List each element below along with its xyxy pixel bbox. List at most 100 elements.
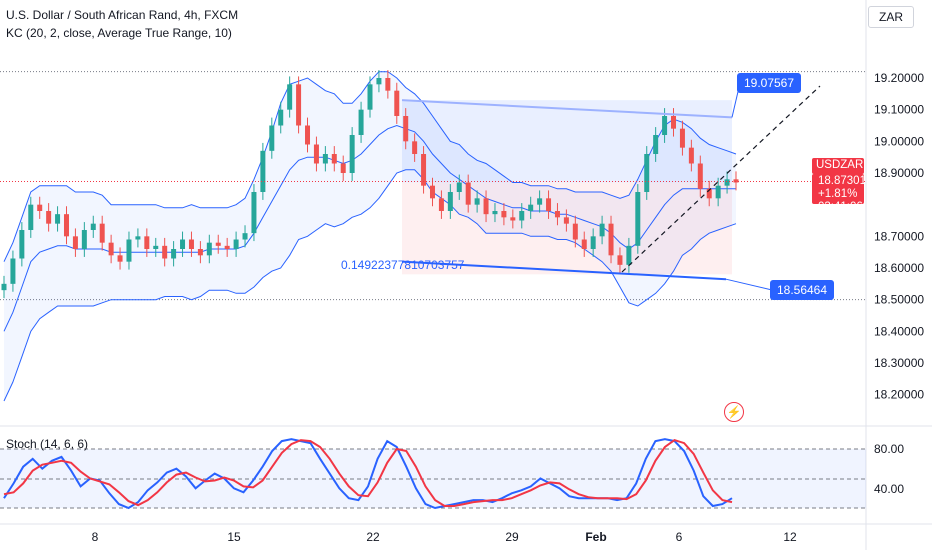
chart-title: U.S. Dollar / South African Rand, 4h, FX… [6,8,239,22]
candle-body [599,223,605,237]
candle-body [331,154,337,164]
candle-body [72,236,78,249]
candle-body [269,125,275,151]
stoch-label: Stoch (14, 6, 6) [6,437,89,451]
time-tick-label: 15 [227,530,241,544]
currency-selector[interactable]: ZAR [868,6,914,28]
price-tick-label: 19.10000 [874,103,924,117]
dashed-trend-line [621,85,821,273]
candle-body [715,185,721,199]
candle-body [358,109,364,135]
candle-body [90,223,96,230]
price-tick-label: 18.20000 [874,388,924,402]
candle-body [438,198,444,211]
candle-body [483,198,489,215]
candle-body [474,198,480,205]
time-tick-label: 29 [505,530,519,544]
candle-body [215,242,221,246]
candle-body [501,211,507,218]
candle-body [19,230,25,259]
candle-body [376,78,382,85]
time-tick-label: 8 [92,530,99,544]
price-tick-label: 19.20000 [874,71,924,85]
candle-body [46,211,52,224]
candle-body [394,90,400,116]
candle-body [546,198,552,211]
candle-body [260,150,266,192]
candle-body [447,192,453,211]
candle-body [242,233,248,240]
time-tick-label: 22 [366,530,380,544]
candle-body [590,236,596,249]
stop-zone [402,182,732,275]
candle-body [367,84,373,110]
candle-body [162,245,168,259]
candle-body [99,223,105,243]
candle-body [456,182,462,192]
stoch-tick-label: 40.00 [874,482,904,496]
candle-body [251,192,257,234]
candle-body [144,236,150,249]
candle-body [563,217,569,224]
candle-body [349,135,355,173]
candle-body [492,211,498,215]
time-tick-label: 12 [783,530,797,544]
price-change: +1.81% [818,188,858,200]
candle-body [81,230,87,249]
keltner-middle [3,124,736,332]
candle-body [296,84,302,126]
candle-body [305,125,311,145]
candle-body [233,239,239,249]
symbol-tag: USDZAR [812,158,864,174]
candle-body [188,239,194,249]
candle-body [635,192,641,246]
candle-body [1,283,7,291]
candle-body [528,204,534,211]
candle-body [28,204,34,230]
candle-body [626,245,632,265]
candle-body [55,214,61,224]
time-tick-label: 6 [676,530,683,544]
stoch-tick-label: 80.00 [874,442,904,456]
price-tick-label: 18.30000 [874,356,924,370]
candle-body [519,211,525,221]
stoch-d-line [3,438,733,507]
candle-body [510,217,516,221]
channel-lower-line [401,260,727,281]
range-value-label: 0.14922377810703757 [341,258,465,272]
lower-price-label: 18.56464 [770,280,834,300]
candle-body [117,255,123,262]
candle-body [688,147,694,164]
candle-body [135,236,141,240]
candle-body [10,258,16,284]
candle-body [581,239,587,249]
keltner-band-fill [4,71,736,401]
candle-body [644,154,650,192]
candle-body [385,78,391,91]
indicator-label: KC (20, 2, close, Average True Range, 10… [6,26,232,40]
upper-price-label: 19.07567 [737,73,801,93]
candle-body [180,239,186,249]
candle-body [724,179,730,186]
candle-body [733,179,739,183]
price-tick-label: 19.00000 [874,134,924,148]
lightning-icon[interactable]: ⚡ [724,402,744,422]
candle-body [572,223,578,240]
price-tick-label: 18.90000 [874,166,924,180]
channel-upper-line [401,99,733,119]
candle-body [403,116,409,142]
time-tick-label: Feb [585,530,606,544]
candle-body [662,116,668,135]
candle-body [554,211,560,218]
candle-body [671,116,677,129]
candle-body [617,255,623,265]
candle-body [153,245,159,249]
candle-body [608,223,614,256]
last-price-tag: 18.87301 +1.81% 03:41:06 [812,174,866,213]
candle-body [697,163,703,189]
lower-label-leader [725,278,773,291]
candle-body [313,144,319,164]
price-tick-label: 18.60000 [874,261,924,275]
keltner-lower [3,169,737,402]
candle-body [322,154,328,164]
